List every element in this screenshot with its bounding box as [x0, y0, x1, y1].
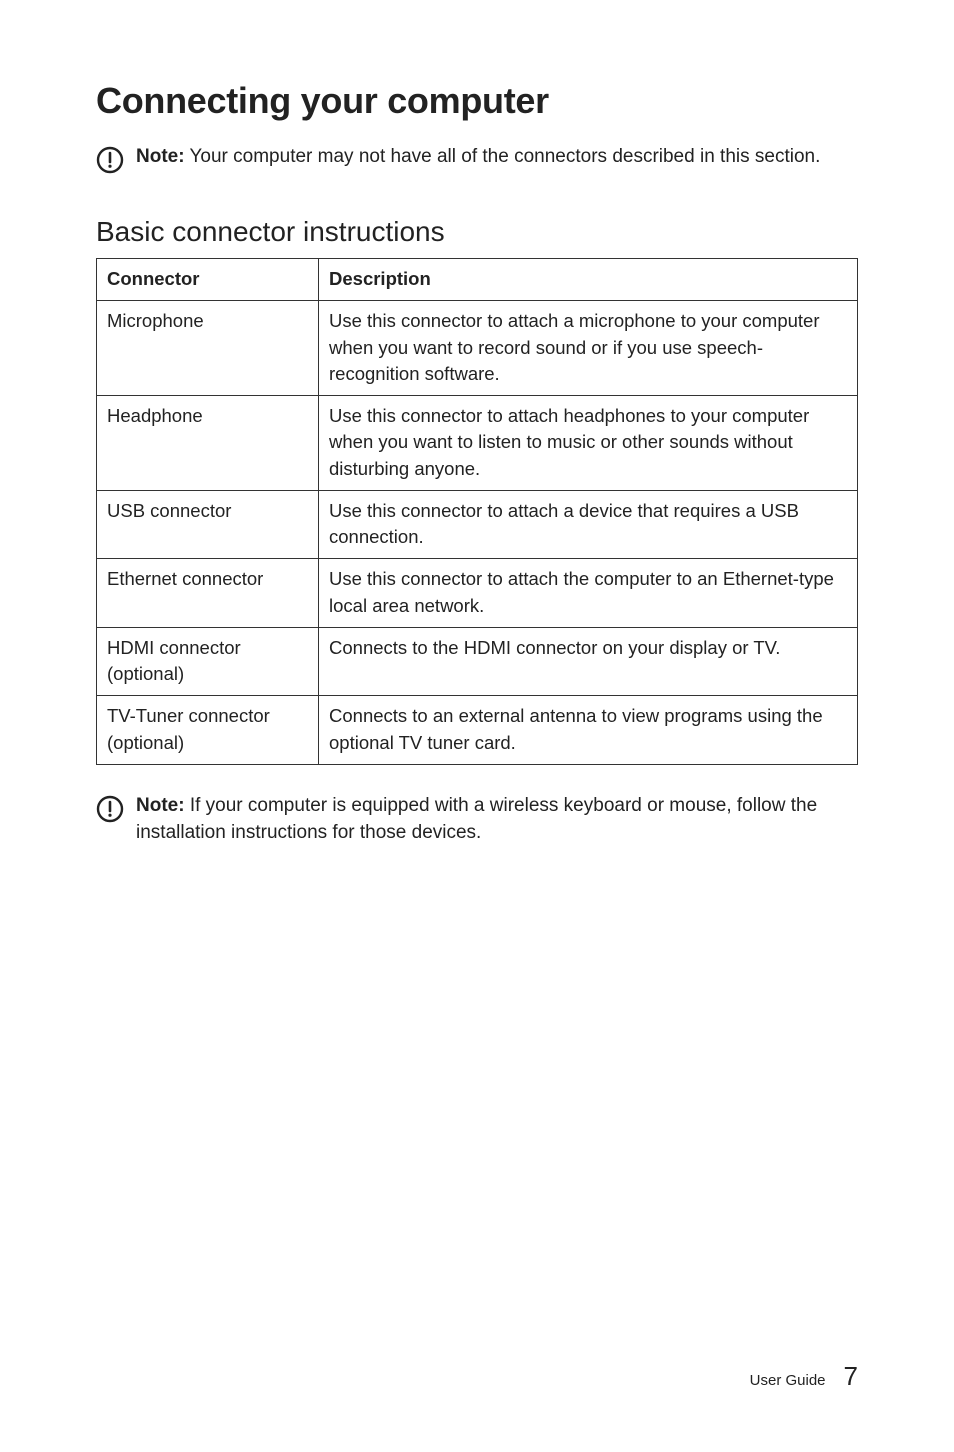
note-bold-1: Note: — [136, 146, 185, 167]
main-heading: Connecting your computer — [96, 80, 858, 122]
cell-description: Use this connector to attach headphones … — [319, 396, 858, 491]
table-header-connector: Connector — [97, 259, 319, 301]
cell-description: Use this connector to attach a microphon… — [319, 301, 858, 396]
note-text-2: Note: If your computer is equipped with … — [136, 793, 858, 847]
cell-description: Use this connector to attach the compute… — [319, 559, 858, 628]
note-text-1: Note: Your computer may not have all of … — [136, 144, 820, 171]
table-header-row: Connector Description — [97, 259, 858, 301]
cell-connector: Microphone — [97, 301, 319, 396]
connector-table: Connector Description Microphone Use thi… — [96, 258, 858, 765]
note-block-2: Note: If your computer is equipped with … — [96, 793, 858, 847]
note-block-1: Note: Your computer may not have all of … — [96, 144, 858, 174]
sub-heading: Basic connector instructions — [96, 216, 858, 248]
table-header-description: Description — [319, 259, 858, 301]
table-row: Ethernet connector Use this connector to… — [97, 559, 858, 628]
cell-description: Connects to an external antenna to view … — [319, 696, 858, 765]
page-footer: User Guide 7 — [750, 1361, 858, 1392]
cell-connector: TV-Tuner connector (optional) — [97, 696, 319, 765]
cell-connector: USB connector — [97, 490, 319, 559]
note-bold-2: Note: — [136, 795, 185, 816]
table-row: TV-Tuner connector (optional) Connects t… — [97, 696, 858, 765]
note-rest-1: Your computer may not have all of the co… — [185, 146, 821, 167]
table-row: USB connector Use this connector to atta… — [97, 490, 858, 559]
footer-label: User Guide — [750, 1372, 826, 1389]
page-content: Connecting your computer Note: Your comp… — [0, 0, 954, 847]
cell-connector: Ethernet connector — [97, 559, 319, 628]
info-icon — [96, 795, 124, 823]
cell-description: Connects to the HDMI connector on your d… — [319, 627, 858, 696]
table-row: HDMI connector (optional) Connects to th… — [97, 627, 858, 696]
cell-connector: Headphone — [97, 396, 319, 491]
page-number: 7 — [844, 1361, 858, 1392]
table-row: Microphone Use this connector to attach … — [97, 301, 858, 396]
note-rest-2: If your computer is equipped with a wire… — [136, 795, 817, 843]
info-icon — [96, 146, 124, 174]
cell-description: Use this connector to attach a device th… — [319, 490, 858, 559]
table-row: Headphone Use this connector to attach h… — [97, 396, 858, 491]
cell-connector: HDMI connector (optional) — [97, 627, 319, 696]
